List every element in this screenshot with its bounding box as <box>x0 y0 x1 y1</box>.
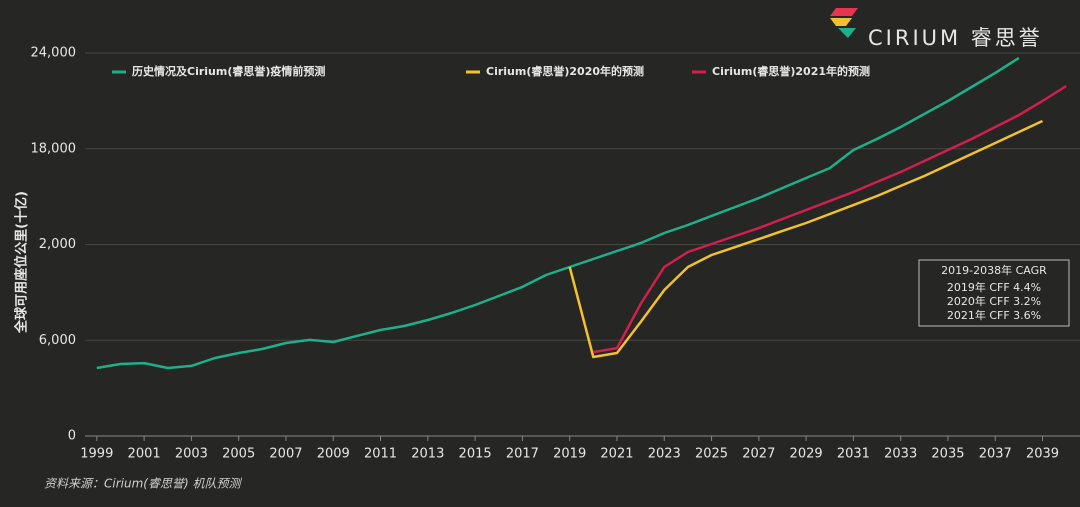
y-tick-label: 0 <box>68 429 76 444</box>
x-tick-label: 2027 <box>742 447 775 462</box>
x-tick-label: 2011 <box>364 447 397 462</box>
x-tick-label: 2033 <box>884 447 917 462</box>
x-tick-label: 2023 <box>648 447 681 462</box>
logo-shape <box>830 8 858 16</box>
x-tick-label: 2031 <box>837 447 870 462</box>
x-tick-label: 2029 <box>790 447 823 462</box>
x-tick-label: 2013 <box>411 447 444 462</box>
legend-label: 历史情况及Cirium(睿思誉)疫情前预测 <box>132 64 325 78</box>
x-tick-label: 1999 <box>80 447 113 462</box>
x-tick-label: 2035 <box>931 447 964 462</box>
cagr-line: 2021年 CFF 3.6% <box>947 308 1041 322</box>
cagr-box <box>918 259 1070 327</box>
cagr-line: 2019年 CFF 4.4% <box>947 280 1041 294</box>
x-tick-label: 2019 <box>553 447 586 462</box>
x-tick-label: 2039 <box>1026 447 1059 462</box>
x-tick-label: 2001 <box>128 447 161 462</box>
logo <box>830 8 858 38</box>
source-note: 资料来源：Cirium(睿思誉) 机队预测 <box>44 477 242 491</box>
y-tick-label: 18,000 <box>31 141 77 156</box>
series-line <box>568 119 1044 359</box>
x-tick-label: 2025 <box>695 447 728 462</box>
logo-shape <box>830 18 852 26</box>
cagr-title: 2019-2038年 CAGR <box>941 263 1047 277</box>
legend-label: Cirium(睿思誉)2020年的预测 <box>486 64 644 78</box>
x-tick-label: 2007 <box>269 447 302 462</box>
x-tick-label: 2017 <box>506 447 539 462</box>
series-line <box>593 84 1067 354</box>
y-axis-label: 全球可用座位公里(十亿) <box>14 191 30 334</box>
x-tick-label: 2015 <box>459 447 492 462</box>
y-tick-label: 6,000 <box>39 333 76 348</box>
y-tick-label: 2,000 <box>39 237 76 252</box>
x-tick-label: 2005 <box>222 447 255 462</box>
cagr-line: 2020年 CFF 3.2% <box>947 294 1041 308</box>
logo-shape <box>838 28 856 38</box>
x-tick-label: 2009 <box>317 447 350 462</box>
x-tick-label: 2003 <box>175 447 208 462</box>
logo-text: CIRIUM 睿思誉 <box>868 26 1043 50</box>
x-tick-label: 2037 <box>979 447 1012 462</box>
series-line <box>96 56 1020 370</box>
y-tick-label: 24,000 <box>31 46 77 61</box>
legend-label: Cirium(睿思誉)2021年的预测 <box>712 64 870 78</box>
x-tick-label: 2021 <box>600 447 633 462</box>
